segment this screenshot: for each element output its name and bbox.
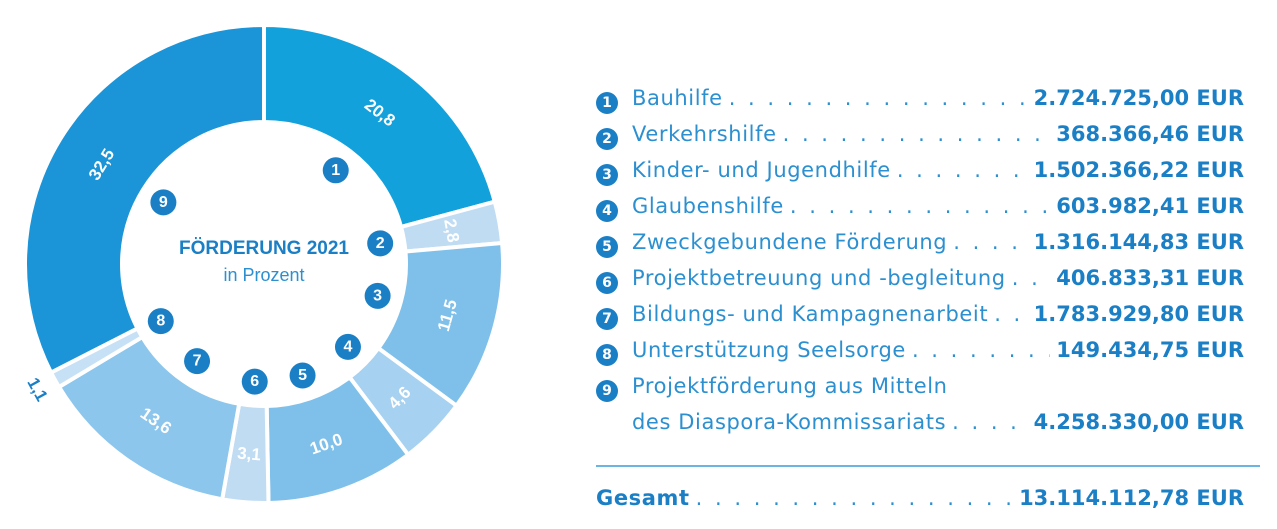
legend-number-badge: 8: [596, 344, 618, 366]
slice-number-badge-7: [184, 348, 211, 375]
slice-number-badges: 1 2 3 4 5 6 7 8 9: [147, 157, 394, 395]
legend-amount: 2.724.725,00 EUR: [1033, 86, 1244, 110]
legend-amount: 406.833,31 EUR: [1056, 266, 1244, 290]
total-amount: 13.114.112,78 EUR: [1019, 486, 1244, 510]
dot-leader: . . . . . . . . . . . . . . . . . . . . …: [728, 86, 1028, 110]
legend-label: Glaubenshilfe: [632, 194, 784, 218]
legend-item-projektbetreuung: 6 Projektbetreuung und -begleitung . . .…: [596, 266, 1244, 302]
legend-number-badge: 7: [596, 308, 618, 330]
legend-label: Projektförderung aus Mitteln: [632, 374, 948, 398]
legend-item-verkehrshilfe: 2 Verkehrshilfe . . . . . . . . . . . . …: [596, 122, 1244, 158]
chart-title: FÖRDERUNG 2021: [179, 238, 349, 259]
donut-slices: [23, 22, 505, 505]
dot-leader: . . . . . . . . . . . . . . . . . . . . …: [953, 230, 1027, 254]
slice-value-label-2: 2,8: [440, 217, 463, 244]
slice-9: [23, 22, 266, 376]
total-line: Gesamt . . . . . . . . . . . . . . . . .…: [596, 486, 1244, 522]
legend-number-badge: 6: [596, 272, 618, 294]
total-label: Gesamt: [596, 486, 690, 510]
legend-item-bauhilfe: 1 Bauhilfe . . . . . . . . . . . . . . .…: [596, 86, 1244, 122]
legend-amount: 1.316.144,83 EUR: [1033, 230, 1244, 254]
slice-number-2: 2: [376, 235, 385, 252]
dot-leader: . . . . . . . . . . . . . . . . . . . . …: [994, 302, 1027, 326]
slice-number-6: 6: [250, 373, 259, 390]
legend-item-unterstuetzung-seelsorge: 8 Unterstützung Seelsorge . . . . . . . …: [596, 338, 1244, 374]
legend-number-badge: 5: [596, 236, 618, 258]
legend-label: Kinder- und Jugendhilfe: [632, 158, 891, 182]
slice-number-8: 8: [156, 313, 165, 330]
legend-number-badge: 1: [596, 92, 618, 114]
dot-leader: . . . . . . . . . . . . . . . . . . . . …: [782, 122, 1051, 146]
legend-label: Bauhilfe: [632, 86, 723, 110]
legend-amount: 368.366,46 EUR: [1056, 122, 1244, 146]
legend-label: Bildungs- und Kampagnenarbeit: [632, 302, 989, 326]
slice-number-4: 4: [344, 338, 353, 355]
dot-leader: . . . . . . . . . . . . . . . . . . . . …: [695, 486, 1013, 510]
dot-leader: . . . . . . . . . . . . . . . . . . . . …: [911, 338, 1050, 362]
legend-item-bildungs-kampagnenarbeit: 7 Bildungs- und Kampagnenarbeit . . . . …: [596, 302, 1244, 338]
slice-number-badge-6: [241, 368, 268, 395]
slice-number-badge-1: [322, 157, 349, 184]
legend-item-zweckgebundene-foerderung: 5 Zweckgebundene Förderung . . . . . . .…: [596, 230, 1244, 266]
dot-leader: . . . . . . . . . . . . . . . . . . . . …: [896, 158, 1028, 182]
legend-label-line2: des Diaspora-Kommissariats: [632, 410, 947, 434]
legend-item-projektfoerderung-line1: 9 Projektförderung aus Mitteln: [596, 374, 1244, 410]
legend-list: 1 Bauhilfe . . . . . . . . . . . . . . .…: [596, 86, 1244, 446]
legend-amount: 149.434,75 EUR: [1056, 338, 1244, 362]
slice-value-label-6: 3,1: [237, 444, 262, 465]
slice-number-5: 5: [298, 367, 307, 384]
slice-number-badge-4: [334, 333, 361, 360]
slice-number-9: 9: [159, 194, 168, 211]
slice-number-badge-2: [367, 230, 394, 257]
legend-amount: 4.258.330,00 EUR: [1033, 410, 1244, 434]
dot-leader: . . . . . . . . . . . . . . . . . . . . …: [1011, 266, 1051, 290]
dot-leader: . . . . . . . . . . . . . . . . . . . . …: [952, 410, 1028, 434]
total-row: Gesamt . . . . . . . . . . . . . . . . .…: [596, 486, 1244, 522]
chart-subtitle: in Prozent: [223, 265, 304, 285]
legend-label: Zweckgebundene Förderung: [632, 230, 948, 254]
donut-chart: 20,82,811,54,610,03,113,61,132,5 1234567…: [23, 22, 505, 505]
legend-amount: 1.502.366,22 EUR: [1033, 158, 1244, 182]
legend-label: Verkehrshilfe: [632, 122, 777, 146]
legend-amount: 603.982,41 EUR: [1056, 194, 1244, 218]
slice-number-badge-8: [147, 308, 174, 335]
legend-number-badge: 4: [596, 200, 618, 222]
dot-leader: . . . . . . . . . . . . . . . . . . . . …: [789, 194, 1051, 218]
slice-number-3: 3: [373, 287, 382, 304]
legend-number-badge: 3: [596, 164, 618, 186]
legend-number-badge: 9: [596, 380, 618, 402]
slice-1: [262, 22, 498, 230]
slice-number-badge-5: [289, 362, 316, 389]
slice-number-1: 1: [331, 162, 340, 179]
legend-label: Projektbetreuung und -begleitung: [632, 266, 1006, 290]
legend-amount: 1.783.929,80 EUR: [1033, 302, 1244, 326]
total-divider: [596, 465, 1260, 467]
legend-item-glaubenshilfe: 4 Glaubenshilfe . . . . . . . . . . . . …: [596, 194, 1244, 230]
slice-number-badge-9: [150, 189, 177, 216]
slice-number-badge-3: [364, 282, 391, 309]
legend-item-projektfoerderung-line2: des Diaspora-Kommissariats . . . . . . .…: [596, 410, 1244, 446]
legend-number-badge: 2: [596, 128, 618, 150]
legend-label: Unterstützung Seelsorge: [632, 338, 906, 362]
legend-item-kinder-jugendhilfe: 3 Kinder- und Jugendhilfe . . . . . . . …: [596, 158, 1244, 194]
slice-number-7: 7: [193, 353, 202, 370]
slice-value-label-8: 1,1: [23, 375, 51, 405]
